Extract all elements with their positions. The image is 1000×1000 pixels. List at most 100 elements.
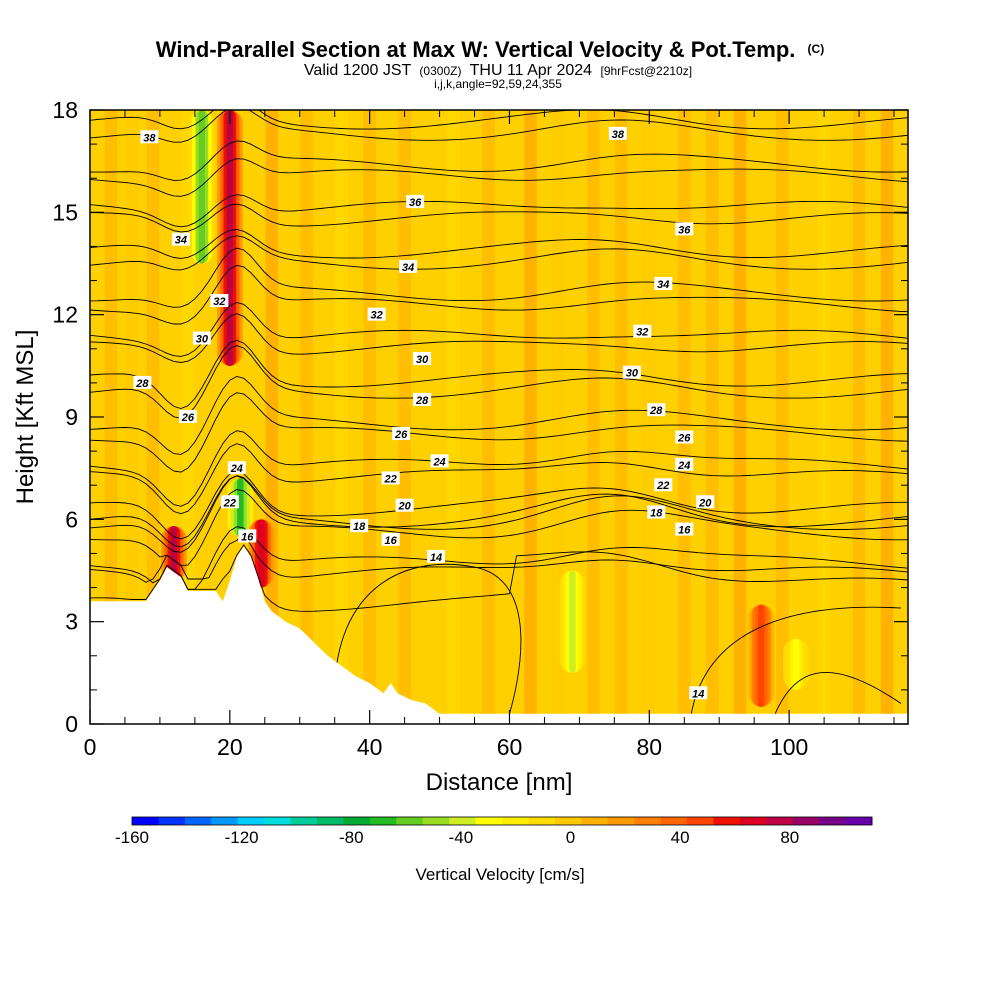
contour-label-bg bbox=[381, 471, 400, 485]
colorbar-swatch bbox=[554, 817, 582, 825]
chart-subtitle: Valid 1200 JST (0300Z) THU 11 Apr 2024 [… bbox=[304, 62, 692, 79]
contour-label: 22 bbox=[381, 471, 400, 485]
contour-label-text: 38 bbox=[612, 129, 625, 141]
contour-label-bg bbox=[647, 505, 666, 519]
colorbar-tick-label: 40 bbox=[671, 828, 690, 847]
colorbar-swatch bbox=[184, 817, 212, 825]
isentrope-line bbox=[90, 313, 908, 363]
velocity-feature bbox=[217, 110, 243, 366]
contour-label: 26 bbox=[392, 427, 411, 441]
velocity-streak bbox=[643, 110, 656, 724]
isentrope-line bbox=[90, 229, 908, 259]
contour-label-text: 22 bbox=[656, 480, 669, 492]
colorbar-swatch bbox=[792, 817, 820, 825]
isentrope-line bbox=[90, 140, 908, 181]
contour-label-bg bbox=[675, 457, 694, 471]
isentrope-line bbox=[90, 339, 908, 409]
contour-label-bg bbox=[406, 195, 425, 209]
contour-label-bg bbox=[413, 352, 432, 366]
contour-label: 14 bbox=[689, 686, 708, 700]
contour-label-bg bbox=[622, 365, 641, 379]
chart-title-text: Wind-Parallel Section at Max W: Vertical… bbox=[156, 37, 796, 62]
contour-label: 18 bbox=[647, 505, 666, 520]
terrain-mask bbox=[90, 546, 908, 724]
contour-label: 20 bbox=[395, 498, 414, 513]
velocity-feature-layer bbox=[757, 604, 765, 707]
y-tick-label: 3 bbox=[65, 609, 78, 635]
isentrope-line bbox=[90, 430, 908, 507]
contour-label-bg bbox=[675, 222, 694, 236]
colorbar-swatch bbox=[264, 817, 292, 825]
subtitle-valid: Valid 1200 JST bbox=[304, 62, 412, 79]
contour-label-text: 16 bbox=[678, 525, 691, 537]
colorbar-tick-label: -160 bbox=[115, 828, 149, 847]
contour-label-text: 34 bbox=[402, 262, 414, 274]
velocity-streak bbox=[817, 110, 831, 724]
colorbar-swatch bbox=[132, 817, 159, 825]
colorbar-swatch bbox=[449, 817, 477, 825]
colorbar-tick-label: -80 bbox=[339, 828, 364, 847]
contour-label-bg bbox=[192, 331, 211, 345]
contour-label-text: 36 bbox=[678, 224, 691, 236]
colorbar-swatch bbox=[422, 817, 450, 825]
colorbar-swatch bbox=[237, 817, 265, 825]
contour-label-text: 30 bbox=[196, 334, 209, 346]
contour-label-text: 28 bbox=[415, 395, 429, 407]
contour-label-text: 14 bbox=[430, 552, 442, 564]
velocity-feature-layer bbox=[792, 638, 800, 690]
contour-label: 38 bbox=[140, 130, 159, 144]
chart-subtitle-indices: i,j,k,angle=92,59,24,355 bbox=[434, 77, 562, 91]
contour-label: 34 bbox=[654, 276, 673, 291]
isentrope-line bbox=[90, 470, 908, 540]
contour-label: 16 bbox=[675, 522, 694, 537]
contour-label: 16 bbox=[381, 532, 400, 547]
contour-label-bg bbox=[220, 495, 239, 509]
contour-label-bg bbox=[608, 126, 627, 140]
contour-label-text: 30 bbox=[416, 354, 429, 366]
velocity-feature bbox=[227, 478, 254, 537]
contour-label: 28 bbox=[133, 375, 152, 390]
x-tick-label: 40 bbox=[357, 734, 383, 760]
contour-label: 16 bbox=[238, 529, 257, 543]
colorbar-swatch bbox=[766, 817, 794, 825]
colorbar-frame bbox=[131, 816, 873, 826]
x-axis: 0 20 40 60 80 100 bbox=[84, 110, 895, 760]
contour-label-bg bbox=[210, 294, 229, 308]
contour-label: 36 bbox=[675, 222, 694, 236]
contour-label: 32 bbox=[210, 294, 229, 308]
contour-label-bg bbox=[399, 259, 418, 273]
contour-label-bg bbox=[689, 686, 708, 700]
isentrope-line bbox=[90, 475, 908, 553]
x-tick-label: 100 bbox=[770, 734, 808, 760]
contour-label: 36 bbox=[406, 195, 425, 209]
contour-label-text: 22 bbox=[384, 473, 397, 485]
contour-label-bg bbox=[238, 529, 257, 543]
contour-label-text: 34 bbox=[175, 235, 187, 247]
contour-label-bg bbox=[430, 454, 449, 468]
contour-label-text: 34 bbox=[657, 279, 669, 291]
contour-label: 22 bbox=[220, 495, 239, 509]
isentrope-line bbox=[90, 443, 908, 515]
velocity-feature bbox=[559, 570, 586, 673]
colorbar-swatch bbox=[211, 817, 239, 825]
contour-label-bg bbox=[227, 461, 246, 475]
velocity-streak bbox=[552, 110, 565, 724]
contour-label-bg bbox=[427, 549, 446, 563]
contour-label-bg bbox=[654, 478, 673, 492]
y-tick-label: 6 bbox=[65, 506, 78, 532]
contour-label-text: 16 bbox=[385, 535, 398, 547]
velocity-streak bbox=[146, 110, 160, 724]
contour-label-text: 24 bbox=[230, 463, 243, 475]
subtitle-fcst: [9hrFcst@2210z] bbox=[601, 64, 693, 78]
contour-label-text: 24 bbox=[432, 456, 445, 468]
velocity-feature bbox=[748, 604, 774, 707]
contour-label-bg bbox=[675, 430, 694, 444]
velocity-streak bbox=[482, 110, 495, 724]
contour-label-bg bbox=[133, 375, 152, 389]
subtitle-date: THU 11 Apr 2024 bbox=[470, 62, 593, 79]
contour-label-text: 14 bbox=[692, 688, 704, 700]
velocity-feature-layer bbox=[258, 519, 265, 588]
colorbar-swatch bbox=[687, 817, 714, 825]
colorbar-swatch bbox=[343, 817, 371, 825]
contour-label: 28 bbox=[647, 403, 666, 417]
